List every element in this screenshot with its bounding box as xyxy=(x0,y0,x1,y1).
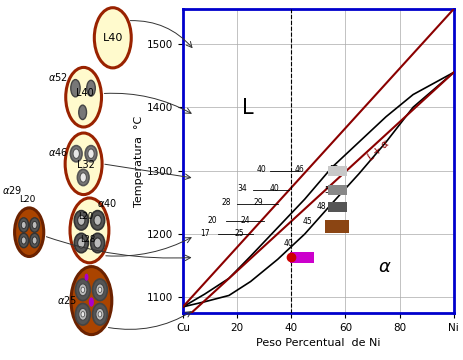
Ellipse shape xyxy=(79,308,87,320)
Text: 29: 29 xyxy=(254,198,263,207)
Text: L40: L40 xyxy=(103,33,123,43)
Text: $\alpha$: $\alpha$ xyxy=(378,258,392,276)
Ellipse shape xyxy=(96,308,104,320)
Text: $\alpha$46: $\alpha$46 xyxy=(48,146,68,158)
Ellipse shape xyxy=(93,303,107,325)
Text: $\alpha$29: $\alpha$29 xyxy=(2,184,22,197)
Text: 24: 24 xyxy=(240,216,250,225)
Text: $L+\alpha$: $L+\alpha$ xyxy=(364,136,393,163)
Ellipse shape xyxy=(15,208,44,256)
Ellipse shape xyxy=(74,211,88,230)
Text: L32: L32 xyxy=(76,159,94,170)
Circle shape xyxy=(79,105,87,120)
Ellipse shape xyxy=(81,311,85,317)
Ellipse shape xyxy=(93,279,107,301)
Ellipse shape xyxy=(96,284,104,296)
Bar xyxy=(328,202,347,212)
Text: 17: 17 xyxy=(200,229,209,238)
Ellipse shape xyxy=(91,233,105,253)
Bar xyxy=(328,166,347,176)
Text: L: L xyxy=(243,98,254,118)
Bar xyxy=(328,185,347,195)
Ellipse shape xyxy=(80,173,87,182)
Ellipse shape xyxy=(32,237,37,244)
Text: 48: 48 xyxy=(316,202,326,211)
Text: L40: L40 xyxy=(76,88,94,98)
Ellipse shape xyxy=(70,198,109,263)
Circle shape xyxy=(87,80,95,96)
Circle shape xyxy=(71,80,80,97)
Ellipse shape xyxy=(65,133,102,194)
Text: L20: L20 xyxy=(78,212,94,221)
Bar xyxy=(325,220,350,233)
Text: 46: 46 xyxy=(294,165,304,174)
Ellipse shape xyxy=(98,311,102,317)
Ellipse shape xyxy=(21,237,26,244)
Text: 28: 28 xyxy=(221,198,231,207)
Text: 25: 25 xyxy=(235,229,244,238)
Text: 51: 51 xyxy=(325,186,334,195)
Ellipse shape xyxy=(77,169,89,186)
Text: $\alpha$25: $\alpha$25 xyxy=(57,294,77,306)
Ellipse shape xyxy=(30,233,39,248)
Ellipse shape xyxy=(85,145,97,162)
Ellipse shape xyxy=(32,221,37,229)
Circle shape xyxy=(85,274,88,281)
Ellipse shape xyxy=(94,238,101,248)
Text: L28: L28 xyxy=(80,235,95,244)
Ellipse shape xyxy=(88,149,94,158)
Ellipse shape xyxy=(19,218,29,232)
Ellipse shape xyxy=(78,215,85,225)
Text: 40: 40 xyxy=(284,239,294,248)
Text: $\alpha$40: $\alpha$40 xyxy=(97,197,117,209)
Ellipse shape xyxy=(79,284,87,296)
Y-axis label: Temperatura  °C: Temperatura °C xyxy=(134,116,144,207)
Ellipse shape xyxy=(78,238,85,248)
Text: 45: 45 xyxy=(303,217,313,226)
Text: 34: 34 xyxy=(238,184,247,193)
Ellipse shape xyxy=(94,215,101,225)
Text: 40: 40 xyxy=(257,165,266,174)
Text: L20: L20 xyxy=(19,195,35,204)
Text: 40: 40 xyxy=(270,184,280,193)
Ellipse shape xyxy=(66,67,101,127)
Ellipse shape xyxy=(81,287,85,292)
Ellipse shape xyxy=(94,8,131,68)
Ellipse shape xyxy=(91,211,105,230)
Ellipse shape xyxy=(75,279,90,301)
Bar xyxy=(290,252,314,262)
Text: $\alpha$52: $\alpha$52 xyxy=(48,71,68,83)
X-axis label: Peso Percentual  de Ni: Peso Percentual de Ni xyxy=(256,338,381,348)
Ellipse shape xyxy=(21,221,26,229)
Circle shape xyxy=(89,297,94,307)
Text: 52: 52 xyxy=(330,165,339,174)
Ellipse shape xyxy=(73,149,80,158)
Ellipse shape xyxy=(74,233,88,253)
Ellipse shape xyxy=(19,233,29,248)
Text: 20: 20 xyxy=(208,216,218,225)
Ellipse shape xyxy=(98,287,102,292)
Ellipse shape xyxy=(75,303,90,325)
Ellipse shape xyxy=(71,266,112,335)
Ellipse shape xyxy=(30,218,39,232)
Ellipse shape xyxy=(70,145,82,162)
